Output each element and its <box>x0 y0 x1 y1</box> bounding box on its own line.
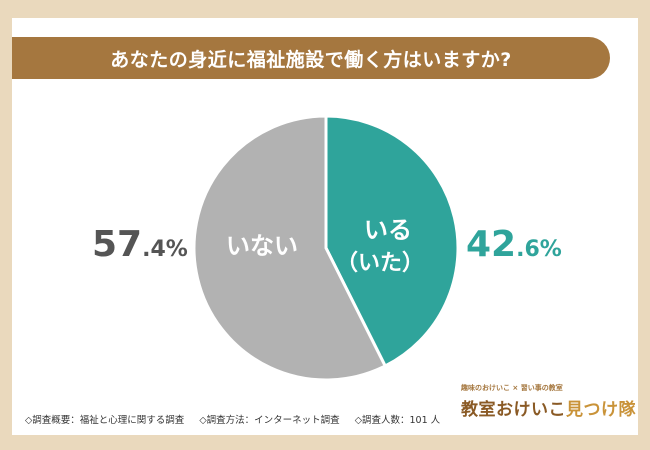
logo-name: 教室おけいこ見つけ隊 <box>461 395 636 420</box>
percent-iru-int: 42 <box>466 224 517 265</box>
survey-footer: ◇調査概要：福祉と心理に関する調査 ◇調査方法：インターネット調査 ◇調査人数：… <box>25 412 452 426</box>
chart-title: あなたの身近に福祉施設で働く方はいますか? <box>12 37 610 79</box>
percent-inai-dec: .4% <box>142 237 188 262</box>
slice-label-ita: （いた） <box>336 251 424 276</box>
slice-label-iru: いる <box>364 216 412 244</box>
brand-logo: 趣味のおけいこ × 習い事の教室 教室おけいこ見つけ隊 <box>461 383 636 429</box>
survey-summary: ◇調査概要：福祉と心理に関する調査 <box>25 415 185 426</box>
slice-label-inai: いない <box>226 232 298 260</box>
logo-tagline: 趣味のおけいこ × 習い事の教室 <box>461 384 563 392</box>
percent-iru-dec: .6% <box>516 237 562 262</box>
percent-iru: 42.6% <box>466 224 562 265</box>
percent-inai-int: 57 <box>92 224 143 265</box>
percent-inai: 57.4% <box>92 224 188 265</box>
slice-inai <box>192 114 388 382</box>
logo-name-main: 教室おけいこ <box>461 400 566 420</box>
survey-method: ◇調査方法：インターネット調査 <box>199 415 340 426</box>
survey-count: ◇調査人数：101 人 <box>354 415 441 426</box>
logo-name-accent: 見つけ隊 <box>566 400 636 420</box>
slice-iru <box>324 114 460 369</box>
